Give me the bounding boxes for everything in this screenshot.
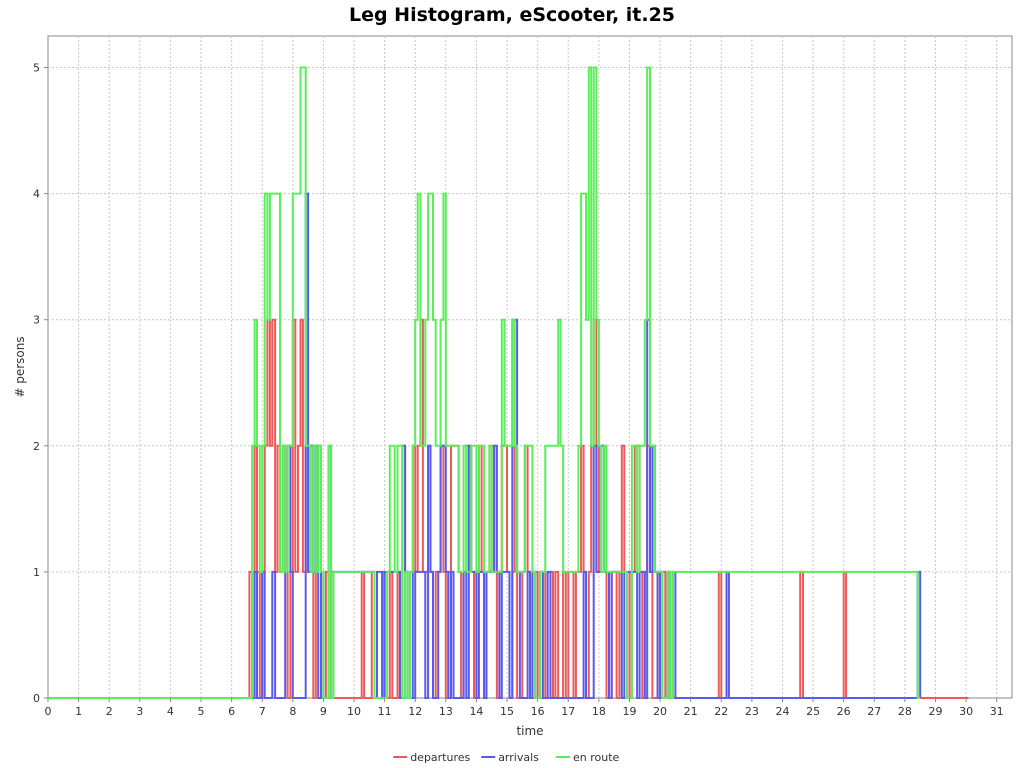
- legend-label: en route: [573, 751, 620, 764]
- x-tick-label: 29: [928, 705, 942, 718]
- x-axis-label: time: [516, 724, 543, 738]
- x-tick-label: 24: [775, 705, 789, 718]
- x-tick-label: 19: [622, 705, 636, 718]
- x-tick-label: 31: [990, 705, 1004, 718]
- x-tick-label: 4: [167, 705, 174, 718]
- y-tick-label: 5: [33, 62, 40, 75]
- x-tick-label: 23: [745, 705, 759, 718]
- x-tick-label: 8: [289, 705, 296, 718]
- x-tick-label: 14: [469, 705, 483, 718]
- x-tick-label: 16: [531, 705, 545, 718]
- x-tick-label: 26: [837, 705, 851, 718]
- x-tick-label: 17: [561, 705, 575, 718]
- x-tick-label: 27: [867, 705, 881, 718]
- axes: 0 1 2 3 4 5 6 7 8 9 10 11 12 13 14 15 16 17 18 19 20 21 22 23 24…: [33, 62, 1004, 718]
- y-tick-label: 4: [33, 188, 40, 201]
- x-tick-label: 7: [259, 705, 266, 718]
- y-tick-label: 0: [33, 692, 40, 705]
- x-tick-label: 25: [806, 705, 820, 718]
- x-tick-label: 10: [347, 705, 361, 718]
- x-tick-label: 9: [320, 705, 327, 718]
- x-tick-label: 3: [136, 705, 143, 718]
- x-tick-label: 28: [898, 705, 912, 718]
- x-tick-label: 22: [714, 705, 728, 718]
- x-tick-label: 30: [959, 705, 973, 718]
- y-tick-label: 1: [33, 566, 40, 579]
- x-tick-label: 11: [378, 705, 392, 718]
- x-tick-label: 1: [75, 705, 82, 718]
- y-tick-label: 3: [33, 314, 40, 327]
- x-tick-label: 20: [653, 705, 667, 718]
- x-tick-label: 6: [228, 705, 235, 718]
- x-tick-label: 13: [439, 705, 453, 718]
- series-line-en-route: [48, 66, 921, 699]
- legend: departures arrivals en route: [393, 751, 620, 764]
- chart-title: Leg Histogram, eScooter, it.25: [349, 4, 675, 26]
- legend-label: departures: [410, 751, 470, 764]
- x-tick-label: 15: [500, 705, 514, 718]
- x-tick-label: 5: [198, 705, 205, 718]
- y-axis-label: # persons: [13, 336, 27, 397]
- x-tick-label: 21: [684, 705, 698, 718]
- x-tick-label: 12: [408, 705, 422, 718]
- x-tick-label: 2: [106, 705, 113, 718]
- y-tick-label: 2: [33, 440, 40, 453]
- x-tick-label: 18: [592, 705, 606, 718]
- x-tick-label: 0: [45, 705, 52, 718]
- legend-label: arrivals: [498, 751, 539, 764]
